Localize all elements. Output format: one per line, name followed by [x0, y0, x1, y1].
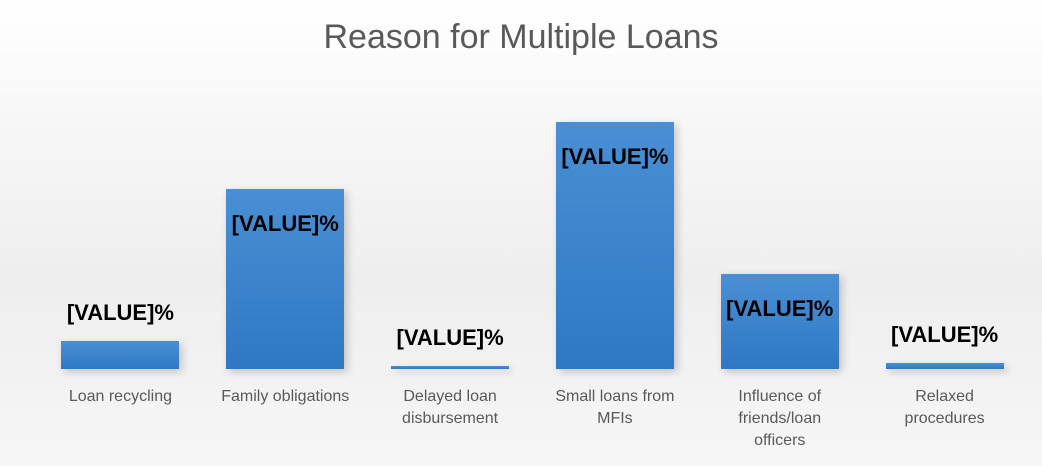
bar: [720, 273, 839, 369]
data-label: [VALUE]%: [561, 144, 669, 169]
bar: [555, 122, 674, 369]
x-tick-label: Influence of friends/loan officers: [738, 388, 822, 449]
data-label: [VALUE]%: [66, 299, 174, 325]
x-tick-label: Small loans from MFIs: [555, 388, 675, 427]
data-label: [VALUE]%: [891, 322, 999, 348]
bar: [391, 366, 510, 369]
bar: [226, 189, 345, 369]
bar: [61, 340, 180, 369]
bar: [885, 363, 1004, 369]
x-tick-label: Relaxed procedures: [904, 388, 985, 427]
x-tick-label: Family obligations: [221, 388, 350, 405]
chart-title: Reason for Multiple Loans: [323, 18, 719, 56]
data-label: [VALUE]%: [231, 211, 339, 237]
data-label: [VALUE]%: [726, 295, 834, 321]
x-tick-label: Loan recycling: [68, 388, 172, 405]
data-label: [VALUE]%: [396, 325, 504, 351]
x-tick-label: Delayed loan disbursement: [402, 388, 499, 427]
